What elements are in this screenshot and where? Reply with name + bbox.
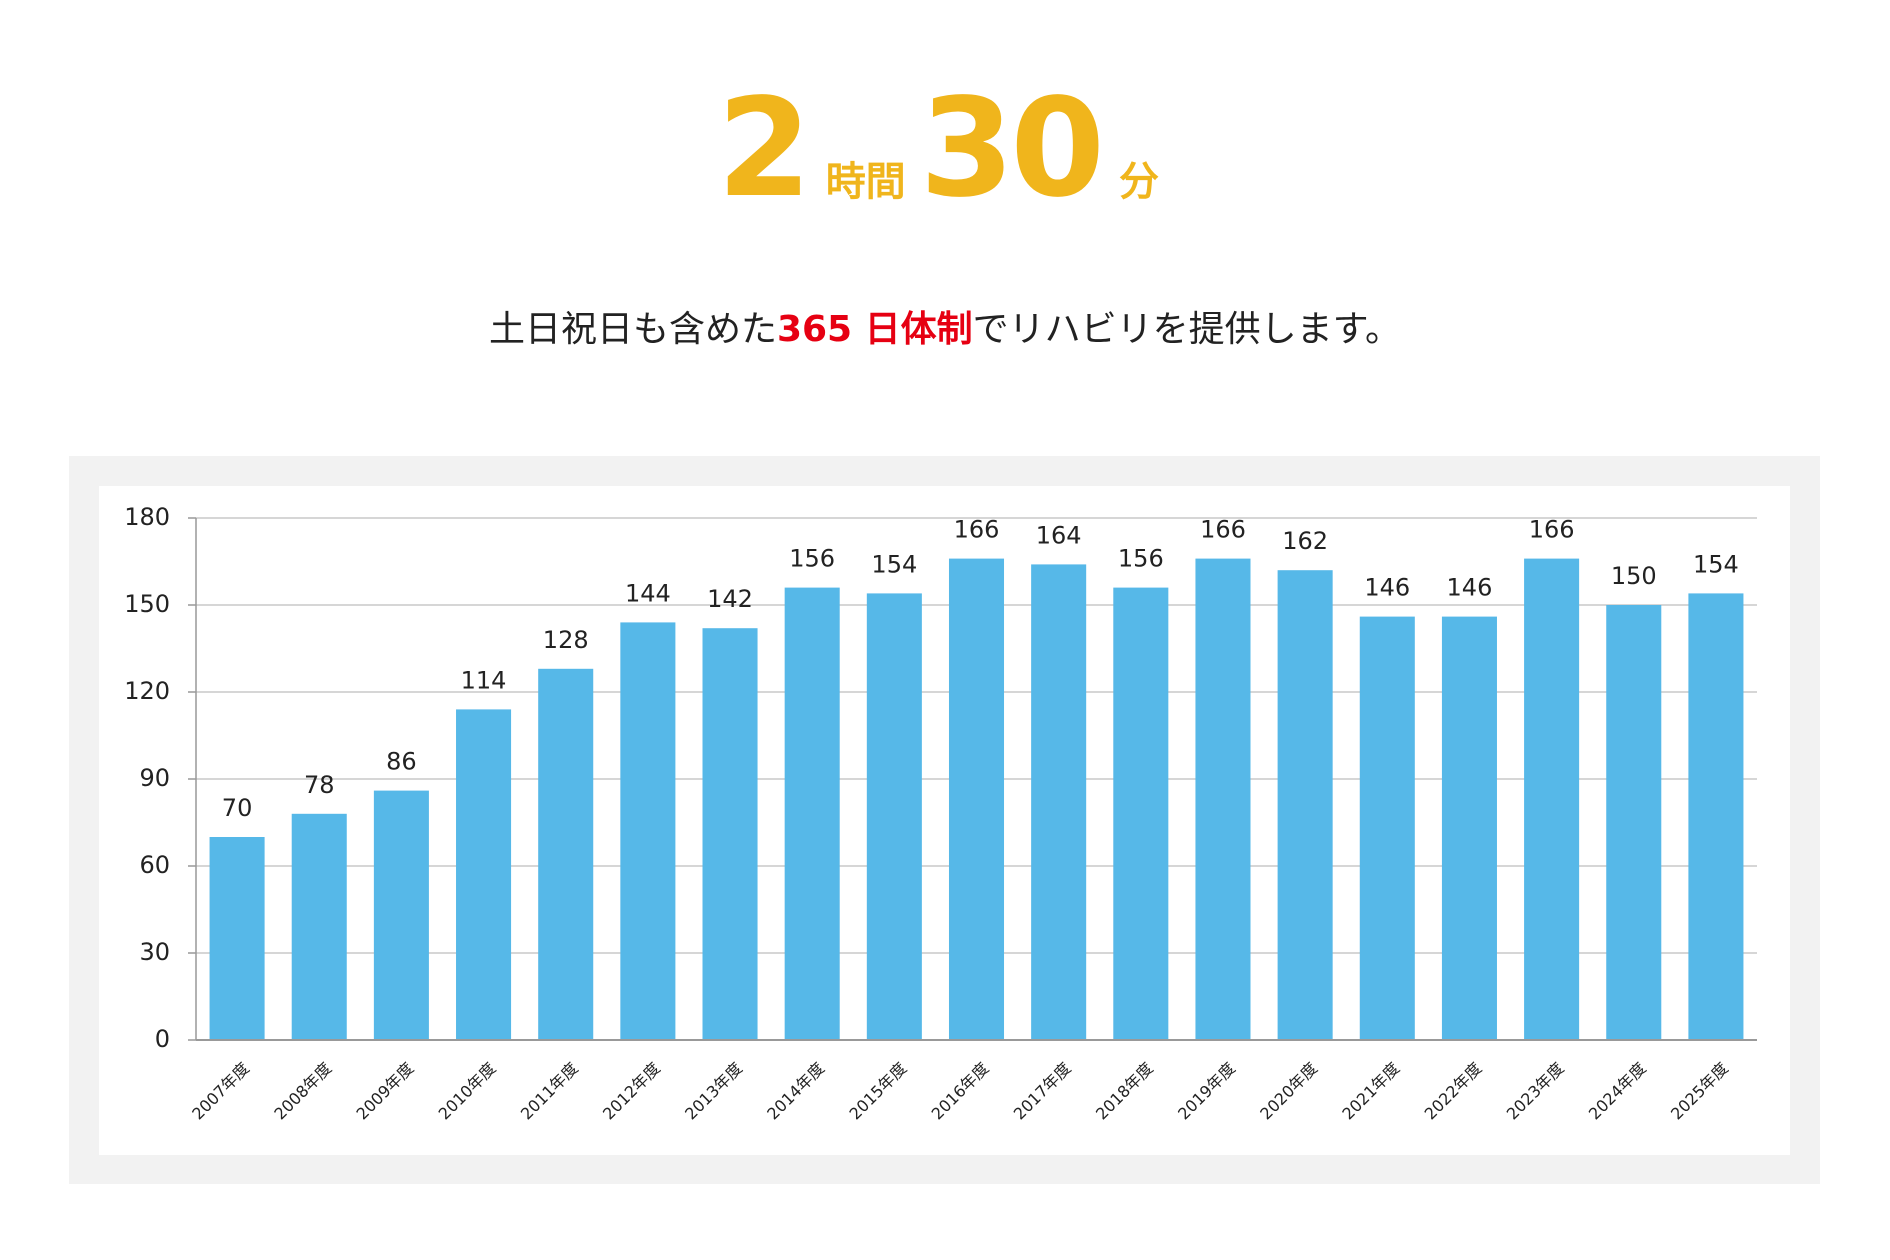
value-label: 146 [1364, 574, 1410, 602]
minutes-unit: 分 [1118, 159, 1159, 205]
bar [1359, 616, 1415, 1040]
bar [1524, 558, 1580, 1040]
value-label: 156 [1118, 545, 1164, 573]
y-tick-label: 150 [124, 590, 170, 618]
value-label: 78 [304, 771, 335, 799]
bar [620, 622, 676, 1040]
hours: 2 [717, 70, 812, 228]
value-label: 166 [1529, 516, 1575, 544]
value-label: 146 [1447, 574, 1493, 602]
lead-text: 土日祝日も含めた [488, 309, 777, 350]
bar [784, 587, 840, 1040]
bar [209, 837, 265, 1040]
headline: 2 時間 30 分 [0, 70, 1890, 228]
bar [1441, 616, 1497, 1040]
bar [1688, 593, 1744, 1040]
y-tick-label: 180 [124, 503, 170, 531]
value-label: 70 [222, 794, 253, 822]
value-label: 156 [789, 545, 835, 573]
minutes: 30 [919, 70, 1105, 228]
bar [1277, 570, 1333, 1040]
y-tick-label: 90 [139, 764, 170, 792]
y-tick-label: 30 [139, 938, 170, 966]
value-label: 166 [954, 516, 1000, 544]
value-label: 86 [386, 748, 417, 776]
bar [948, 558, 1005, 1040]
value-label: 164 [1036, 521, 1082, 549]
bar [456, 709, 512, 1040]
value-label: 114 [461, 666, 507, 694]
bar [291, 813, 347, 1040]
bar [538, 668, 594, 1040]
lead-text: でリハビリを提供します。 [972, 309, 1402, 350]
bar [866, 593, 922, 1040]
value-label: 142 [707, 585, 753, 613]
y-tick-label: 120 [124, 677, 170, 705]
value-label: 154 [1693, 550, 1739, 578]
value-label: 154 [871, 550, 917, 578]
bar [1031, 564, 1087, 1040]
value-label: 150 [1611, 562, 1657, 590]
value-label: 166 [1200, 516, 1246, 544]
bar [1606, 605, 1662, 1040]
hours-unit: 時間 [825, 159, 906, 205]
value-label: 128 [543, 626, 589, 654]
y-tick-label: 0 [155, 1025, 170, 1053]
value-label: 144 [625, 579, 671, 607]
bar [702, 628, 758, 1040]
bar [1113, 587, 1169, 1040]
bar [1195, 558, 1251, 1040]
value-label: 162 [1282, 527, 1328, 555]
bar [373, 790, 429, 1040]
y-tick-label: 60 [139, 851, 170, 879]
lead-highlight: 365 日体制 [776, 309, 973, 350]
lead: 土日祝日も含めた365 日体制でリハビリを提供します。 [0, 300, 1890, 352]
